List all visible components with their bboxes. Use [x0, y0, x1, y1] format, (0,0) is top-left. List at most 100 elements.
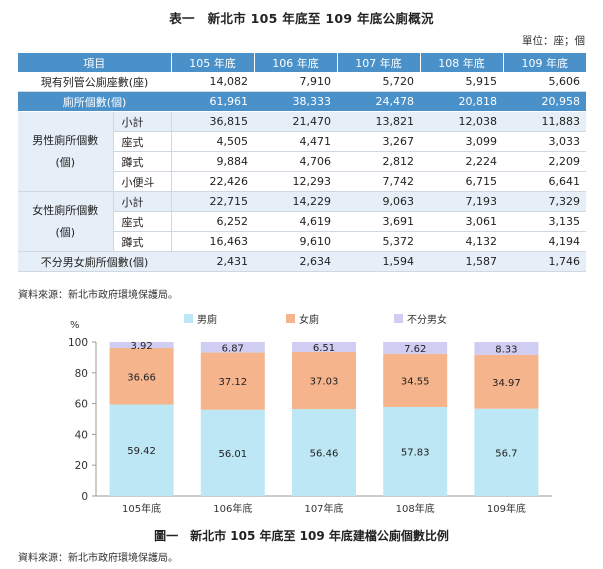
stacked-bar-chart: % 0 20 40 60 80 100 男廁 女廁 不分男女 59.42 36.66 3.92 105年底… [68, 313, 552, 515]
table-cell: 14,229 [254, 191, 337, 212]
x-tick-label: 108年底 [396, 502, 435, 515]
data-label: 36.66 [127, 372, 156, 383]
stats-table: 項目 105 年底 106 年底 107 年底 108 年底 109 年底 現有… [18, 53, 586, 272]
unit-note: 單位：座；個 [522, 35, 585, 47]
table-row: 現有列管公廁座數(座) 14,082 7,910 5,720 5,915 5,6… [18, 72, 586, 92]
bar-segment [109, 348, 174, 405]
legend-swatch [184, 314, 193, 323]
row-label: 小計 [113, 111, 172, 132]
x-tick-label: 105年底 [122, 502, 161, 515]
data-label: 56.01 [218, 449, 247, 460]
y-axis-label: % [70, 320, 80, 331]
y-tick-label: 60 [75, 399, 88, 411]
y-tick-label: 20 [75, 460, 88, 472]
table-cell: 4,194 [503, 231, 586, 252]
data-label: 56.46 [310, 449, 339, 460]
data-label: 57.83 [401, 447, 430, 458]
row-label: 小便斗 [113, 171, 172, 192]
table-cell: 22,426 [171, 171, 254, 192]
table-cell: 7,193 [420, 191, 503, 212]
x-tick-label: 107年底 [304, 502, 343, 515]
data-label: 6.51 [313, 343, 335, 354]
data-label: 37.12 [218, 377, 247, 388]
data-label: 34.97 [492, 378, 521, 389]
table-row: 小便斗 22,426 12,293 7,742 6,715 6,641 [18, 171, 586, 192]
table-cell: 21,470 [254, 111, 337, 132]
table-row-highlight: 廁所個數(個) 61,961 38,333 24,478 20,818 20,9… [18, 91, 586, 112]
source-note-table: 資料來源：新北市政府環境保護局。 [18, 290, 178, 301]
table-cell: 3,099 [420, 131, 503, 152]
table-cell: 9,610 [254, 231, 337, 252]
bar-segment [292, 352, 356, 410]
table-cell: 38,333 [254, 91, 337, 112]
row-label: 現有列管公廁座數(座) [18, 72, 171, 92]
row-label: 座式 [113, 211, 172, 232]
bar-segment [474, 408, 539, 496]
table-row: 蹲式 16,463 9,610 5,372 4,132 4,194 [18, 231, 586, 252]
table-cell: 20,818 [420, 91, 503, 112]
table-cell: 5,372 [337, 231, 420, 252]
table-cell: 4,471 [254, 131, 337, 152]
table-cell: 2,224 [420, 151, 503, 172]
bar-segment [383, 353, 448, 407]
table-cell: 3,135 [503, 211, 586, 232]
row-label: 座式 [113, 131, 172, 152]
bar-segment [292, 342, 356, 353]
table-cell: 61,961 [171, 91, 254, 112]
x-tick-label: 109年底 [487, 502, 526, 515]
data-label: 34.55 [401, 376, 430, 387]
table-cell: 3,267 [337, 131, 420, 152]
row-label: 蹲式 [113, 231, 172, 252]
table-cell: 2,209 [503, 151, 586, 172]
table-cell: 3,033 [503, 131, 586, 152]
data-label: 59.42 [127, 446, 156, 457]
table-cell: 11,883 [503, 111, 586, 132]
column-header: 105 年底 [171, 53, 255, 72]
row-label: 蹲式 [113, 151, 172, 172]
table-cell: 5,720 [337, 72, 420, 92]
table-cell: 5,915 [420, 72, 503, 92]
table-cell: 4,619 [254, 211, 337, 232]
column-header: 107 年底 [337, 53, 421, 72]
data-label: 7.62 [404, 344, 426, 355]
table-cell: 3,061 [420, 211, 503, 232]
table-cell: 7,742 [337, 171, 420, 192]
data-label: 37.03 [310, 377, 339, 388]
table-cell: 12,293 [254, 171, 337, 192]
table-cell: 5,606 [503, 72, 586, 92]
data-label: 6.87 [222, 343, 244, 354]
source-note-chart: 資料來源：新北市政府環境保護局。 [18, 553, 178, 564]
column-header: 108 年底 [420, 53, 504, 72]
table-cell: 4,706 [254, 151, 337, 172]
table-cell: 16,463 [171, 231, 254, 252]
bar-segment [200, 352, 265, 410]
table-row: 女性廁所個數(個) 小計 22,715 14,229 9,063 7,193 7… [18, 191, 586, 252]
group-label-text: 女性廁所個數(個) [32, 203, 99, 239]
table-row: 座式 4,505 4,471 3,267 3,099 3,033 [18, 131, 586, 152]
row-label: 廁所個數(個) [18, 91, 171, 112]
data-label: 8.33 [495, 344, 517, 355]
bar-segment [200, 342, 265, 353]
table-cell: 1,594 [337, 251, 420, 272]
table-cell: 2,634 [254, 251, 337, 272]
table-cell: 14,082 [171, 72, 254, 92]
bar-segment [109, 404, 174, 496]
legend-label: 不分男女 [407, 313, 447, 326]
table-cell: 9,884 [171, 151, 254, 172]
row-label: 不分男女廁所個數(個) [18, 251, 171, 272]
bar-segment [383, 342, 448, 354]
bar-segment [383, 406, 448, 496]
bar-segment [292, 409, 356, 496]
table-cell: 4,132 [420, 231, 503, 252]
table-cell: 3,691 [337, 211, 420, 232]
table-cell: 24,478 [337, 91, 420, 112]
chart-title: 圖一 新北市 105 年底至 109 年底建檔公廁個數比例 [154, 529, 449, 543]
column-header: 109 年底 [503, 53, 586, 72]
table-cell: 2,812 [337, 151, 420, 172]
bar-segment [474, 342, 539, 355]
table-cell: 7,910 [254, 72, 337, 92]
table-row: 座式 6,252 4,619 3,691 3,061 3,135 [18, 211, 586, 232]
legend-swatch [394, 314, 403, 323]
bar-segment [200, 409, 265, 496]
table-title: 表一 新北市 105 年底至 109 年底公廁概況 [169, 11, 434, 26]
